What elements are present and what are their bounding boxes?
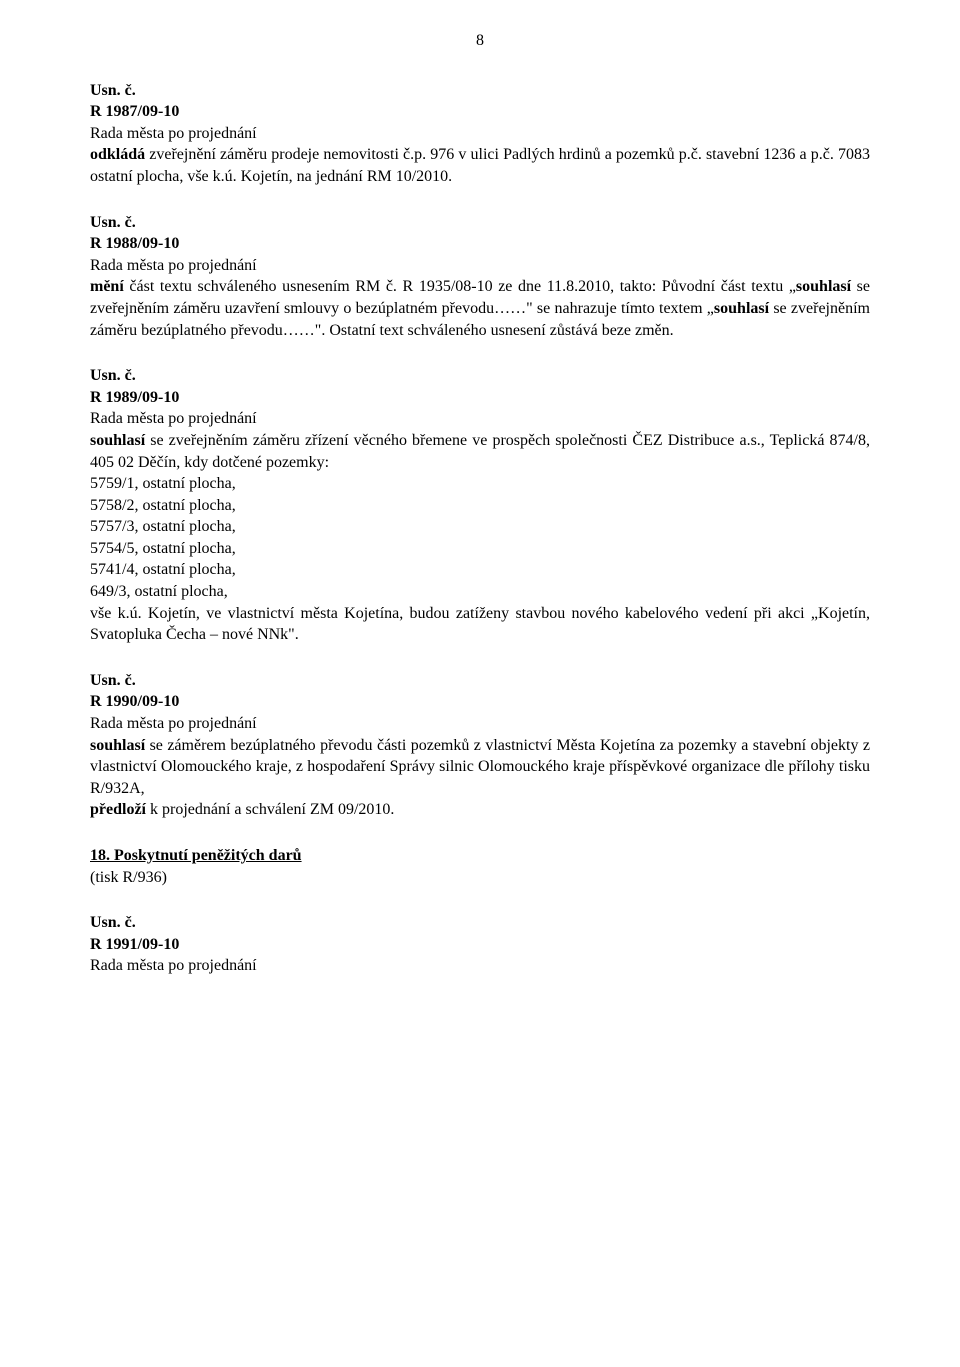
- usn-label: Usn. č.: [90, 80, 870, 102]
- parcel-line: 5757/3, ostatní plocha,: [90, 516, 870, 538]
- resolution-section: Usn. č. R 1989/09-10 Rada města po proje…: [90, 365, 870, 646]
- rada-text: Rada města po projednání: [90, 713, 870, 735]
- usn-label: Usn. č.: [90, 670, 870, 692]
- resolution-body: mění část textu schváleného usnesením RM…: [90, 276, 870, 341]
- parcel-line: 5758/2, ostatní plocha,: [90, 495, 870, 517]
- resolution-section: Usn. č. R 1991/09-10 Rada města po proje…: [90, 912, 870, 977]
- resolution-number: R 1987/09-10: [90, 101, 870, 123]
- resolution-body: vše k.ú. Kojetín, ve vlastnictví města K…: [90, 603, 870, 646]
- usn-label: Usn. č.: [90, 912, 870, 934]
- body-span: k projednání a schválení ZM 09/2010.: [146, 801, 394, 818]
- resolution-number: R 1988/09-10: [90, 233, 870, 255]
- resolution-body: souhlasí se zveřejněním záměru zřízení v…: [90, 430, 870, 473]
- resolution-number: R 1991/09-10: [90, 934, 870, 956]
- body-span: se záměrem bezúplatného převodu části po…: [90, 737, 870, 797]
- action-word: odkládá: [90, 146, 145, 163]
- action-word: souhlasí: [90, 432, 145, 449]
- body-span: zveřejnění záměru prodeje nemovitosti č.…: [90, 146, 870, 185]
- section-heading: 18. Poskytnutí peněžitých darů: [90, 845, 870, 867]
- tisk-reference: (tisk R/936): [90, 867, 870, 889]
- resolution-section: Usn. č. R 1987/09-10 Rada města po proje…: [90, 80, 870, 188]
- rada-text: Rada města po projednání: [90, 255, 870, 277]
- body-span: se zveřejněním záměru zřízení věcného bř…: [90, 432, 870, 471]
- action-word: souhlasí: [90, 737, 145, 754]
- usn-label: Usn. č.: [90, 365, 870, 387]
- heading-section: 18. Poskytnutí peněžitých darů (tisk R/9…: [90, 845, 870, 888]
- resolution-section: Usn. č. R 1988/09-10 Rada města po proje…: [90, 212, 870, 342]
- action-word: mění: [90, 278, 124, 295]
- page-number: 8: [90, 30, 870, 52]
- resolution-body: odkládá zveřejnění záměru prodeje nemovi…: [90, 144, 870, 187]
- parcel-line: 5754/5, ostatní plocha,: [90, 538, 870, 560]
- rada-text: Rada města po projednání: [90, 123, 870, 145]
- action-word: souhlasí: [796, 278, 851, 295]
- resolution-number: R 1990/09-10: [90, 691, 870, 713]
- rada-text: Rada města po projednání: [90, 955, 870, 977]
- action-word: souhlasí: [714, 300, 769, 317]
- action-word: předloží: [90, 801, 146, 818]
- resolution-body: předloží k projednání a schválení ZM 09/…: [90, 799, 870, 821]
- parcel-line: 5759/1, ostatní plocha,: [90, 473, 870, 495]
- resolution-number: R 1989/09-10: [90, 387, 870, 409]
- resolution-section: Usn. č. R 1990/09-10 Rada města po proje…: [90, 670, 870, 821]
- parcel-line: 649/3, ostatní plocha,: [90, 581, 870, 603]
- body-span: část textu schváleného usnesením RM č. R…: [124, 278, 796, 295]
- resolution-body: souhlasí se záměrem bezúplatného převodu…: [90, 735, 870, 800]
- rada-text: Rada města po projednání: [90, 408, 870, 430]
- parcel-line: 5741/4, ostatní plocha,: [90, 559, 870, 581]
- usn-label: Usn. č.: [90, 212, 870, 234]
